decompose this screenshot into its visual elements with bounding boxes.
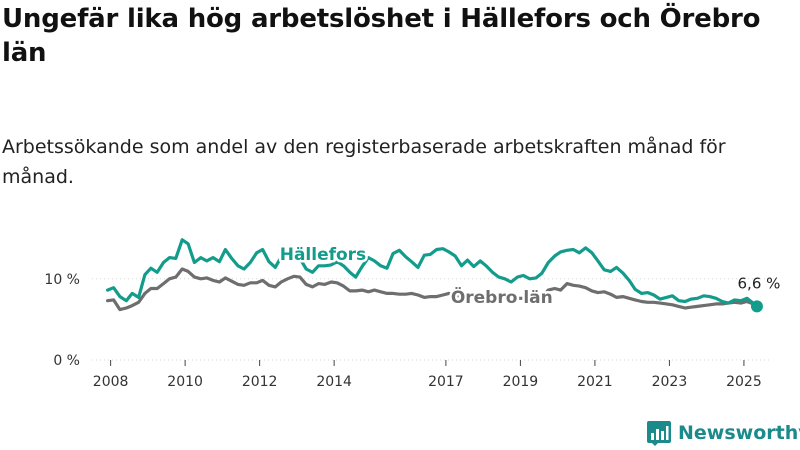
axis-layer: 0 % 10 % 2008 2010 2012 2014 2017 2019 2021 2023 2… — [44, 272, 761, 390]
y-tick-label: 0 % — [53, 353, 80, 369]
series-label-halo-orebro: Örebro län — [451, 286, 553, 308]
x-tick-label: 2019 — [503, 374, 539, 390]
end-value-label: 6,6 % — [738, 274, 781, 292]
x-tick-label: 2021 — [577, 374, 613, 390]
x-tick-label: 2010 — [167, 374, 203, 390]
series-label-orebro: Örebro län — [451, 286, 553, 308]
series-label-halo-hallefors: Hällefors — [280, 245, 366, 265]
x-tick-label: 2023 — [652, 374, 688, 390]
brand-name: Newsworthy — [678, 422, 800, 444]
series-line-hallefors — [106, 238, 759, 308]
chart-subtitle: Arbetssökande som andel av den registerb… — [2, 136, 726, 188]
x-tick-label: 2025 — [726, 374, 762, 390]
x-tick-label: 2008 — [93, 374, 129, 390]
y-tick-label: 10 % — [44, 272, 80, 288]
brand[interactable]: Newsworthy — [646, 420, 800, 446]
x-tick-label: 2012 — [242, 374, 278, 390]
series-line-orebro — [106, 267, 759, 312]
newsworthy-logo-icon — [647, 421, 671, 446]
line-chart: 0 % 10 % 2008 2010 2012 2014 2017 2019 2021 2023 2… — [44, 238, 781, 390]
series-layer — [106, 238, 759, 312]
chart-title: Ungefär lika hög arbetslöshet i Hällefor… — [2, 4, 761, 68]
series-label-hallefors: Hällefors — [280, 245, 366, 265]
x-tick-label: 2014 — [316, 374, 352, 390]
grid-layer — [92, 278, 770, 361]
end-point-marker — [750, 300, 763, 313]
x-tick-label: 2017 — [428, 374, 464, 390]
